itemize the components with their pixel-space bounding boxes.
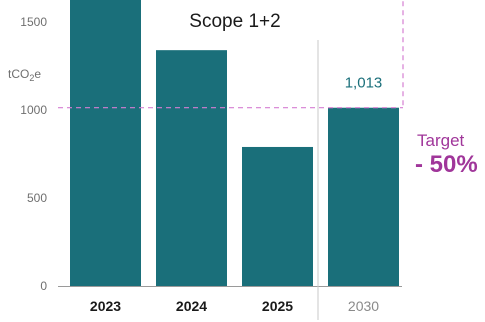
- x-tick-label: 2030: [348, 298, 379, 314]
- bar: [70, 0, 141, 287]
- bar: [242, 146, 313, 286]
- target-value: - 50%: [415, 151, 478, 178]
- y-tick-label: 1000: [20, 103, 47, 117]
- chart-title: Scope 1+2: [189, 11, 280, 32]
- x-tick-label: 2025: [262, 298, 293, 314]
- y-tick-label: 0: [40, 279, 47, 293]
- y-axis-ticks: 0500100015002000: [20, 15, 47, 293]
- y-tick-label: 1500: [20, 15, 47, 29]
- bar: [156, 50, 227, 286]
- y-tick-label: 500: [27, 191, 47, 205]
- bar-data-label: 1,013: [345, 75, 383, 92]
- x-tick-label: 2024: [176, 298, 207, 314]
- y-axis-unit-label: tCO2e: [8, 67, 41, 83]
- x-axis-ticks: 2023 2024 2025 2030: [90, 298, 379, 314]
- target-annotation: Target- 50%: [58, 0, 478, 178]
- target-label: Target: [417, 131, 465, 150]
- bars: 2,0271,013: [70, 0, 399, 287]
- x-tick-label: 2023: [90, 298, 121, 314]
- bar: [328, 107, 399, 286]
